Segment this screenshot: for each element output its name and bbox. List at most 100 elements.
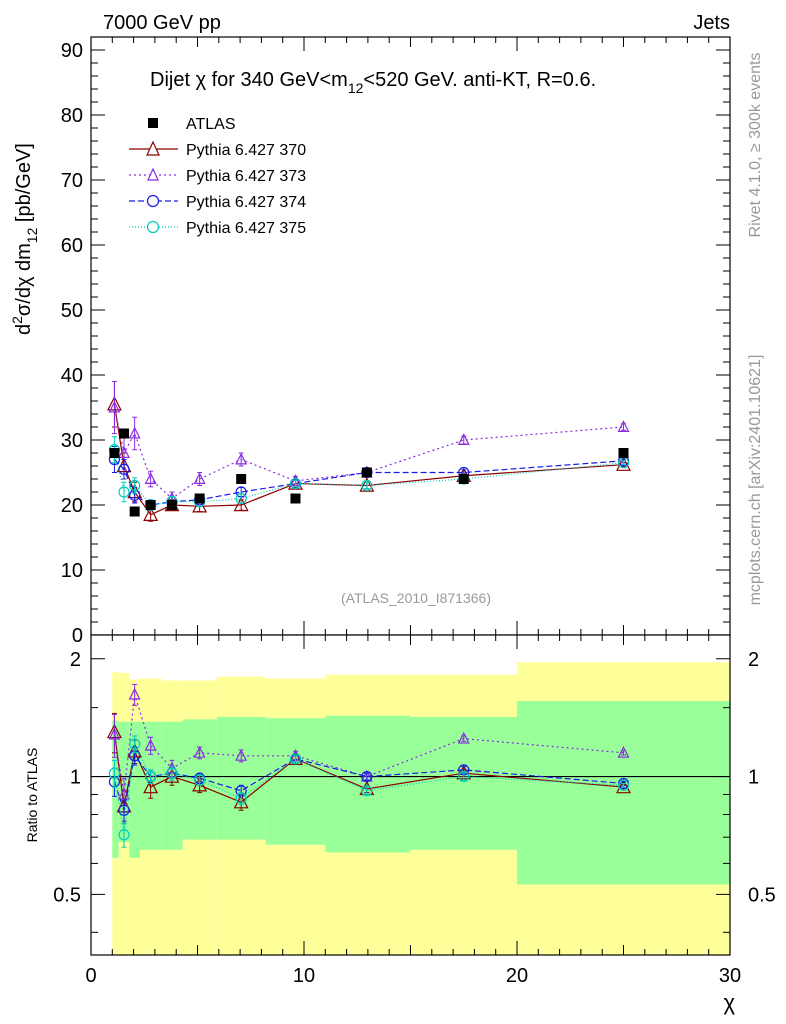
main-point-s370 (359, 477, 375, 492)
x-axis-label: χ (723, 990, 735, 1015)
legend-label-370: Pythia 6.427 370 (186, 142, 306, 159)
ratio-y-tick-label: 1 (70, 767, 81, 789)
legend-label-atlas: ATLAS (186, 116, 236, 133)
main-data-point (236, 474, 247, 484)
ratio-point-s373 (457, 731, 470, 744)
main-data-point (618, 448, 629, 458)
legend-marker-375 (146, 220, 160, 234)
main-point-s370 (233, 496, 249, 512)
main-y-tick-label: 30 (61, 430, 83, 452)
rivet-version-label: Rivet 4.1.0, ≥ 300k events (747, 53, 764, 238)
main-data-point (166, 500, 177, 510)
ratio-y-axis-label: Ratio to ATLAS (24, 748, 40, 843)
main-point-s373 (128, 426, 141, 439)
legend-label-374: Pythia 6.427 374 (186, 194, 306, 211)
ratio-band-inner (265, 718, 326, 845)
main-point-s370 (143, 506, 159, 521)
ratio-y-tick-label-right: 2 (748, 649, 759, 671)
legend-marker-370 (146, 140, 160, 156)
main-line-s373 (113, 407, 624, 500)
ratio-point-s375 (235, 792, 247, 804)
main-y-tick-label: 80 (61, 105, 83, 127)
analysis-id-watermark: (ATLAS_2010_I871366) (341, 590, 491, 606)
main-series-group (106, 381, 631, 522)
main-y-tick-label: 50 (61, 300, 83, 322)
main-point-s373 (144, 472, 157, 484)
legend-marker-atlas (148, 118, 158, 128)
ratio-frame (90, 634, 731, 956)
ratio-point-s370 (164, 768, 180, 783)
ratio-point-s375 (108, 767, 121, 779)
ratio-uncertainty-bands (91, 662, 730, 955)
main-point-s375 (361, 479, 373, 492)
main-y-tick-label: 60 (61, 235, 83, 257)
ratio-point-s375 (361, 785, 373, 797)
main-data-point (145, 500, 156, 510)
ratio-band-inner (161, 721, 183, 850)
ratio-point-s374 (118, 804, 130, 816)
ratio-band-inner (129, 721, 140, 858)
legend-marker-373 (147, 167, 159, 181)
main-y-axis-label: d2σ/dχ dm12 [pb/GeV] (9, 143, 40, 335)
main-y-tick-label: 0 (72, 625, 83, 647)
legend: ATLAS Pythia 6.427 370 Pythia 6.427 373 … (129, 116, 306, 237)
main-point-s374 (118, 463, 130, 475)
main-plot-area (91, 37, 730, 635)
main-point-s373 (235, 452, 248, 465)
ratio-point-s375 (129, 738, 141, 750)
beam-label: 7000 GeV pp (103, 12, 221, 34)
ratio-point-s370 (616, 778, 631, 794)
ratio-point-s375 (458, 770, 470, 783)
ratio-series-s375 (108, 735, 630, 848)
main-point-s373 (193, 472, 206, 484)
main-panel: 0 10 20 30 40 50 60 70 80 90 Dijet χ for 340 GeV<… (9, 36, 731, 647)
main-data-point (109, 448, 120, 458)
main-y-tick-label: 40 (61, 365, 83, 387)
legend-entry-atlas: ATLAS (148, 116, 236, 133)
ratio-point-s373 (128, 687, 141, 700)
ratio-point-s373 (235, 748, 248, 761)
main-data-point (194, 493, 205, 504)
main-point-s375 (235, 492, 247, 505)
ratio-series-group (106, 683, 631, 848)
ratio-point-s375 (194, 774, 206, 786)
main-data-point (119, 428, 130, 439)
main-line-s375 (113, 449, 624, 506)
main-y-tick-label: 70 (61, 170, 83, 192)
legend-label-375: Pythia 6.427 375 (186, 220, 306, 237)
main-point-s375 (289, 477, 302, 490)
main-point-s373 (118, 446, 130, 458)
ratio-point-s375 (118, 829, 130, 841)
ratio-point-s375 (617, 779, 630, 791)
ratio-point-s370 (143, 778, 159, 794)
ratio-band-inner (112, 720, 119, 858)
ratio-point-s373 (193, 745, 206, 758)
ratio-point-s374 (361, 770, 373, 783)
legend-entry-374: Pythia 6.427 374 (129, 194, 306, 211)
main-data-point (458, 474, 469, 484)
ratio-y-tick-label: 2 (70, 649, 81, 671)
x-tick-label: 20 (506, 965, 528, 987)
legend-marker-374 (146, 194, 160, 208)
x-tick-label: 10 (293, 965, 315, 987)
x-tick-label: 30 (719, 965, 741, 987)
ratio-point-s375 (289, 753, 302, 765)
main-y-tick-label: 10 (61, 560, 83, 582)
ratio-y-tick-label: 0.5 (53, 884, 81, 906)
process-label: Jets (693, 12, 730, 34)
main-axis-ticks: 0 10 20 30 40 50 60 70 80 90 (61, 37, 731, 647)
main-data-point (290, 493, 301, 504)
main-y-tick-label: 90 (61, 40, 83, 62)
ratio-band-inner (216, 716, 266, 840)
main-y-tick-label: 20 (61, 495, 83, 517)
main-point-s375 (118, 486, 130, 498)
ratio-point-s370 (192, 776, 208, 792)
ratio-line-s375 (113, 742, 624, 835)
main-series-data (109, 428, 629, 517)
legend-entry-370: Pythia 6.427 370 (129, 140, 306, 159)
legend-label-373: Pythia 6.427 373 (186, 168, 306, 185)
main-point-s373 (108, 400, 121, 413)
ratio-panel: 0.5 0.51 12 20 10 20 30 Ratio to ATLAS χ (24, 634, 776, 1015)
ratio-point-s373 (118, 787, 130, 800)
